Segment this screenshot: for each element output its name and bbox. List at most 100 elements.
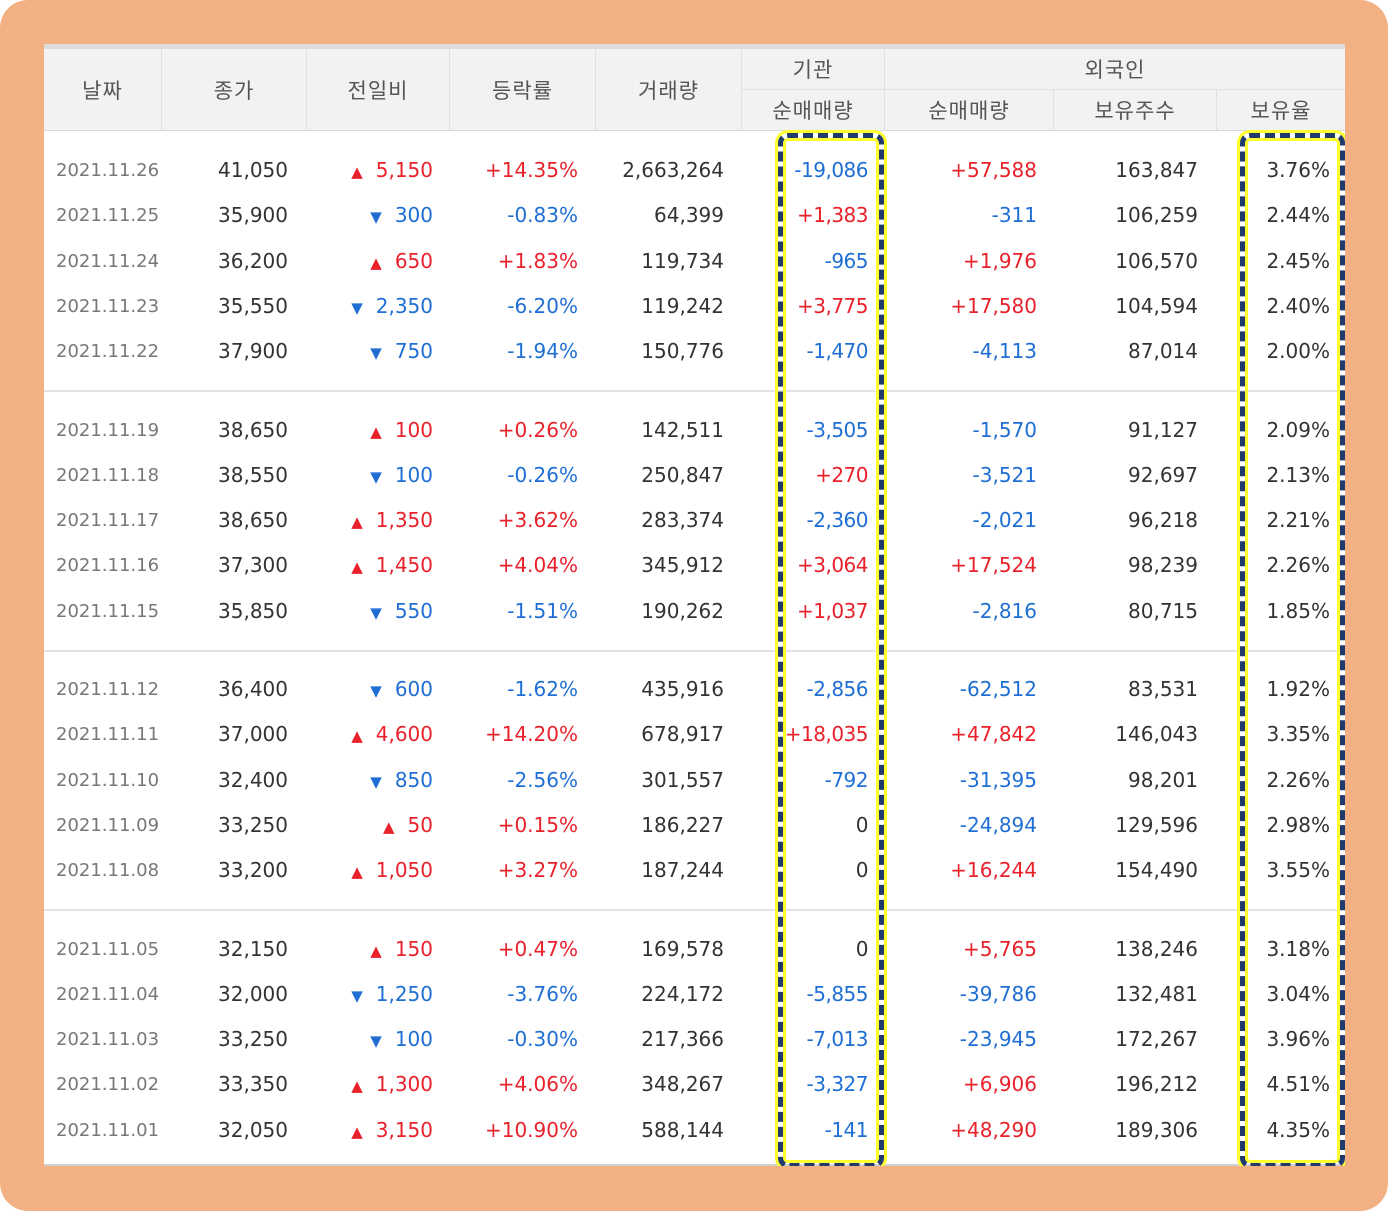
triangle-down-icon: ▼ xyxy=(370,467,382,486)
foreigner-holdings-cell: 163,847 xyxy=(1115,158,1198,182)
change-cell: ▲ 1,050 xyxy=(334,848,433,893)
rate-cell: -6.20% xyxy=(507,293,578,318)
foreigner-ratio-cell: 2.98% xyxy=(1266,812,1330,837)
rate-cell: +3.27% xyxy=(497,858,578,883)
volume-cell: 301,557 xyxy=(641,767,724,792)
date-cell: 2021.11.25 xyxy=(56,205,160,227)
table-row: 2021.11.02 33,350 ▲ 1,300 +4.06% 348,267 -3,32… xyxy=(44,1062,1345,1107)
triangle-up-icon: ▲ xyxy=(351,513,363,532)
foreigner-holdings-cell: 87,014 xyxy=(1128,339,1198,364)
close-price-cell: 33,200 xyxy=(218,858,288,883)
foreigner-ratio-cell: 3.04% xyxy=(1266,981,1330,1006)
rate-cell: -3.76% xyxy=(507,981,578,1006)
foreigner-holdings-cell: 172,267 xyxy=(1115,1027,1198,1052)
institution-net-cell: 0 xyxy=(855,858,869,883)
change-value: 1,250 xyxy=(375,981,433,1006)
header-divider xyxy=(741,49,742,130)
volume-cell: 283,374 xyxy=(641,508,724,533)
foreigner-ratio-cell: 3.18% xyxy=(1266,936,1330,961)
close-price-cell: 37,000 xyxy=(218,722,288,747)
volume-cell: 345,912 xyxy=(641,553,724,578)
rate-cell: +4.06% xyxy=(497,1072,578,1097)
triangle-up-icon: ▲ xyxy=(351,727,363,746)
change-cell: ▲ 5,150 xyxy=(334,148,433,193)
close-price-cell: 38,550 xyxy=(218,462,288,487)
volume-cell: 2,663,264 xyxy=(622,158,724,182)
foreigner-net-cell: -31,395 xyxy=(959,767,1037,792)
foreigner-net-cell: +6,906 xyxy=(962,1072,1037,1097)
foreigner-ratio-cell: 2.26% xyxy=(1266,767,1330,792)
change-value: 4,600 xyxy=(375,722,433,747)
rate-cell: -0.26% xyxy=(507,462,578,487)
institution-net-cell: -141 xyxy=(824,1117,869,1142)
close-price-cell: 37,300 xyxy=(218,553,288,578)
date-cell: 2021.11.26 xyxy=(56,160,160,181)
table-row: 2021.11.05 32,150 ▲ 150 +0.47% 169,578 0 +5,765… xyxy=(44,927,1345,972)
header-foreigner: 외국인 xyxy=(1084,58,1146,82)
date-cell: 2021.11.23 xyxy=(56,295,160,317)
week-group-divider xyxy=(44,649,1345,652)
investor-trading-table: 날짜 종가 전일비 등락률 거래량 기관 순매매량 외국인 순매매량 보유주수 … xyxy=(44,44,1345,1166)
date-cell: 2021.11.11 xyxy=(56,724,160,746)
change-value: 150 xyxy=(394,936,433,961)
volume-cell: 64,399 xyxy=(654,203,724,228)
institution-net-cell: +1,383 xyxy=(796,203,869,228)
foreigner-net-cell: -62,512 xyxy=(959,677,1037,701)
header-foreigner-holdings: 보유주수 xyxy=(1094,99,1176,123)
triangle-up-icon: ▲ xyxy=(351,863,363,882)
foreigner-ratio-cell: 2.21% xyxy=(1266,508,1330,533)
triangle-down-icon: ▼ xyxy=(351,298,363,317)
header-volume: 거래량 xyxy=(638,78,699,103)
institution-net-cell: -5,855 xyxy=(806,981,869,1006)
table-row: 2021.11.24 36,200 ▲ 650 +1.83% 119,734 -965 +1,… xyxy=(44,239,1345,284)
foreigner-ratio-cell: 2.40% xyxy=(1266,293,1330,318)
volume-cell: 435,916 xyxy=(641,677,724,701)
date-cell: 2021.11.05 xyxy=(56,938,160,960)
foreigner-net-cell: +1,976 xyxy=(962,248,1037,273)
institution-net-cell: -7,013 xyxy=(806,1027,869,1052)
volume-cell: 142,511 xyxy=(641,417,724,442)
table-row: 2021.11.26 41,050 ▲ 5,150 +14.35% 2,663,264 -1… xyxy=(44,148,1345,193)
table-row: 2021.11.17 38,650 ▲ 1,350 +3.62% 283,374 -2,36… xyxy=(44,498,1345,543)
header-foreigner-ratio: 보유율 xyxy=(1250,99,1312,123)
close-price-cell: 32,050 xyxy=(218,1117,288,1142)
change-value: 1,300 xyxy=(375,1072,433,1097)
table-row: 2021.11.22 37,900 ▼ 750 -1.94% 150,776 -1,470 -… xyxy=(44,329,1345,374)
header-date: 날짜 xyxy=(82,78,123,103)
change-value: 50 xyxy=(407,812,433,837)
triangle-down-icon: ▼ xyxy=(370,603,382,622)
date-cell: 2021.11.09 xyxy=(56,814,160,836)
change-cell: ▼ 2,350 xyxy=(334,284,433,329)
week-group-divider xyxy=(44,390,1345,392)
volume-cell: 217,366 xyxy=(641,1027,724,1052)
date-cell: 2021.11.12 xyxy=(56,679,160,700)
table-top-border xyxy=(44,44,1345,49)
date-cell: 2021.11.02 xyxy=(56,1074,160,1096)
date-cell: 2021.11.01 xyxy=(56,1119,160,1141)
change-value: 750 xyxy=(394,339,433,364)
foreigner-holdings-cell: 96,218 xyxy=(1128,508,1198,533)
foreigner-ratio-cell: 2.00% xyxy=(1266,339,1330,364)
change-value: 1,350 xyxy=(375,508,433,533)
foreigner-ratio-cell: 3.55% xyxy=(1266,858,1330,883)
header-divider xyxy=(1053,89,1054,130)
foreigner-ratio-cell: 2.44% xyxy=(1266,203,1330,228)
institution-net-cell: +3,775 xyxy=(796,293,869,318)
triangle-up-icon: ▲ xyxy=(370,422,382,441)
header-close: 종가 xyxy=(213,78,255,103)
change-value: 1,450 xyxy=(375,553,433,578)
week-group-divider xyxy=(44,909,1345,911)
change-value: 1,050 xyxy=(375,858,433,883)
change-cell: ▼ 750 xyxy=(334,329,433,374)
foreigner-holdings-cell: 98,201 xyxy=(1128,767,1198,792)
triangle-down-icon: ▼ xyxy=(370,772,382,791)
change-cell: ▲ 650 xyxy=(334,239,433,284)
institution-net-cell: -3,327 xyxy=(806,1072,869,1097)
institution-net-cell: +3,064 xyxy=(796,553,869,578)
institution-net-cell: -792 xyxy=(824,767,869,792)
institution-net-cell: -1,470 xyxy=(806,339,869,364)
header-divider xyxy=(742,89,1345,90)
foreigner-holdings-cell: 129,596 xyxy=(1115,812,1198,837)
volume-cell: 678,917 xyxy=(641,722,724,747)
foreigner-holdings-cell: 132,481 xyxy=(1115,981,1198,1006)
